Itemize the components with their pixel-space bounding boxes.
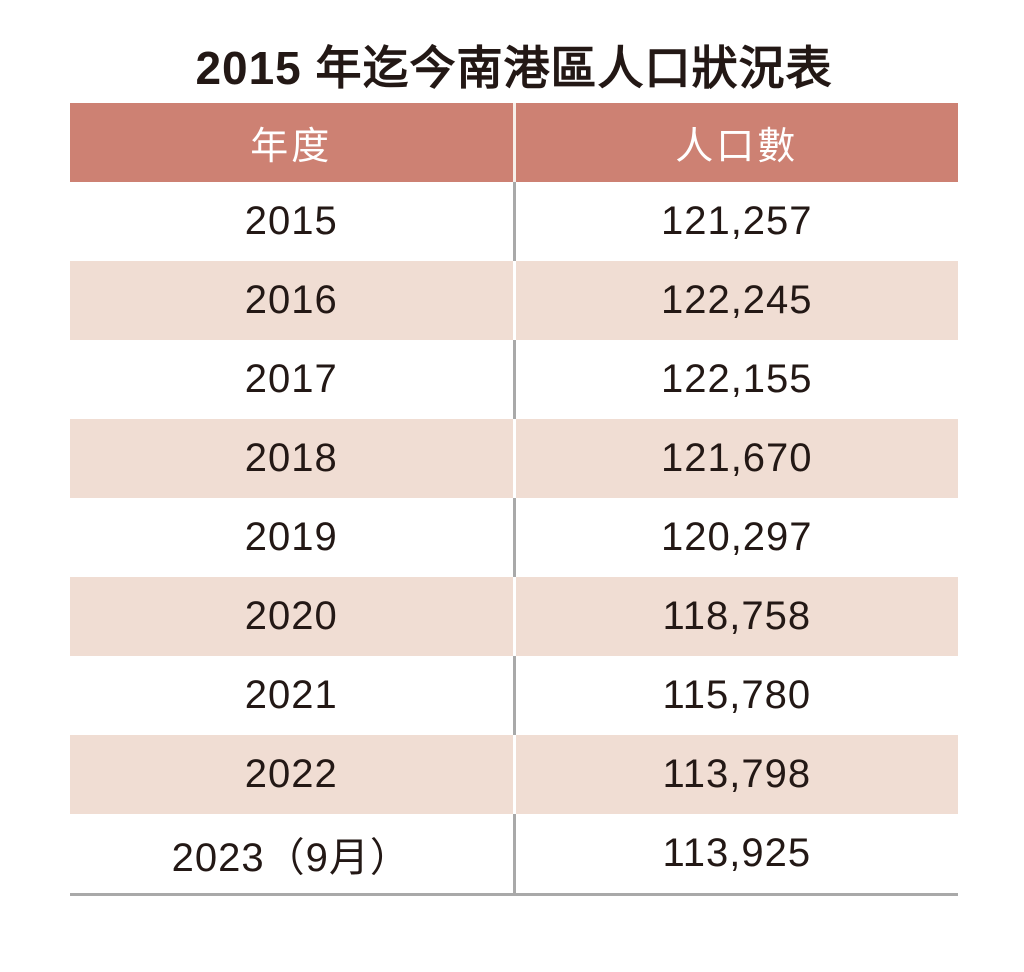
table-row: 2019 120,297	[70, 498, 958, 577]
year-cell: 2018	[70, 419, 516, 498]
year-cell: 2016	[70, 261, 516, 340]
table-row: 2018 121,670	[70, 419, 958, 498]
table-row: 2020 118,758	[70, 577, 958, 656]
year-cell: 2017	[70, 340, 516, 419]
year-cell: 2021	[70, 656, 516, 735]
population-table: 年度 人口數 2015 121,257 2016 122,245 2017 12…	[70, 103, 958, 896]
table-row: 2023（9月） 113,925	[70, 814, 958, 893]
population-cell: 122,245	[660, 278, 813, 322]
table-row: 2017 122,155	[70, 340, 958, 419]
year-cell: 2023（9月）	[70, 814, 516, 893]
table-row: 2022 113,798	[70, 735, 958, 814]
year-cell: 2019	[70, 498, 516, 577]
header-cell-year: 年度	[70, 103, 516, 182]
page-title: 2015 年迄今南港區人口狀況表	[195, 42, 833, 94]
population-cell: 118,758	[662, 594, 812, 638]
year-cell: 2015	[70, 182, 516, 261]
population-cell: 121,670	[660, 436, 813, 480]
year-cell: 2022	[70, 735, 516, 814]
population-cell: 121,257	[660, 199, 813, 243]
table-header-row: 年度 人口數	[70, 103, 958, 182]
table-row: 2016 122,245	[70, 261, 958, 340]
population-cell: 115,780	[662, 673, 812, 717]
population-cell: 120,297	[660, 515, 813, 559]
header-cell-population: 人口數	[675, 126, 799, 168]
table-row: 2021 115,780	[70, 656, 958, 735]
population-cell: 113,798	[662, 752, 812, 796]
year-cell: 2020	[70, 577, 516, 656]
population-cell: 122,155	[660, 357, 813, 401]
population-cell: 113,925	[662, 831, 812, 875]
table-row: 2015 121,257	[70, 182, 958, 261]
